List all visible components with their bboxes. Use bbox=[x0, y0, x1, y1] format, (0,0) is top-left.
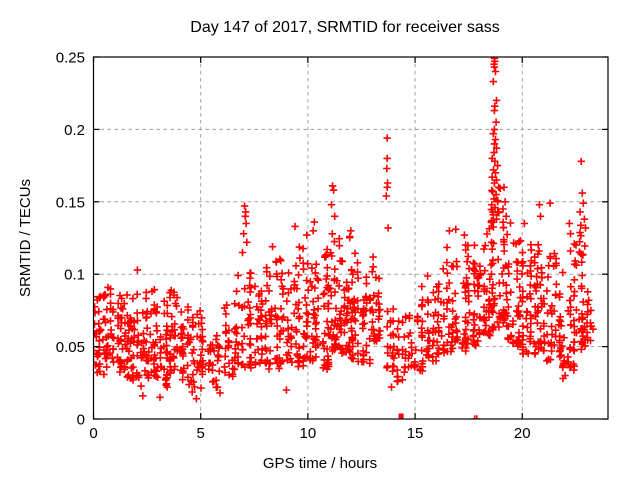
y-tick-label: 0.2 bbox=[64, 122, 85, 139]
zero-value-block-marker bbox=[398, 413, 404, 419]
tick-labels: 0 5 10 15 20 0 0.05 0.1 0.15 0.2 0.25 bbox=[56, 50, 531, 443]
x-tick-label: 0 bbox=[89, 425, 97, 442]
y-axis-label: SRMTID / TECUs bbox=[17, 179, 34, 297]
axis-ticks bbox=[92, 56, 608, 420]
y-tick-label: 0.25 bbox=[56, 50, 85, 67]
y-tick-label: 0 bbox=[77, 412, 85, 429]
srmtid-series-markers bbox=[93, 57, 597, 419]
x-tick-label: 10 bbox=[300, 425, 317, 442]
x-tick-label: 5 bbox=[197, 425, 205, 442]
plot-border bbox=[92, 56, 609, 420]
y-tick-label: 0.1 bbox=[64, 267, 85, 284]
y-tick-label: 0.15 bbox=[56, 194, 85, 211]
chart-title: Day 147 of 2017, SRMTID for receiver sas… bbox=[190, 19, 499, 36]
data-points bbox=[93, 57, 597, 419]
x-axis-label: GPS time / hours bbox=[263, 455, 377, 472]
plot-area: 0 5 10 15 20 0 0.05 0.1 0.15 0.2 0.25 bbox=[56, 50, 609, 443]
x-tick-label: 20 bbox=[514, 425, 531, 442]
y-tick-label: 0.05 bbox=[56, 339, 85, 356]
x-tick-label: 15 bbox=[407, 425, 424, 442]
